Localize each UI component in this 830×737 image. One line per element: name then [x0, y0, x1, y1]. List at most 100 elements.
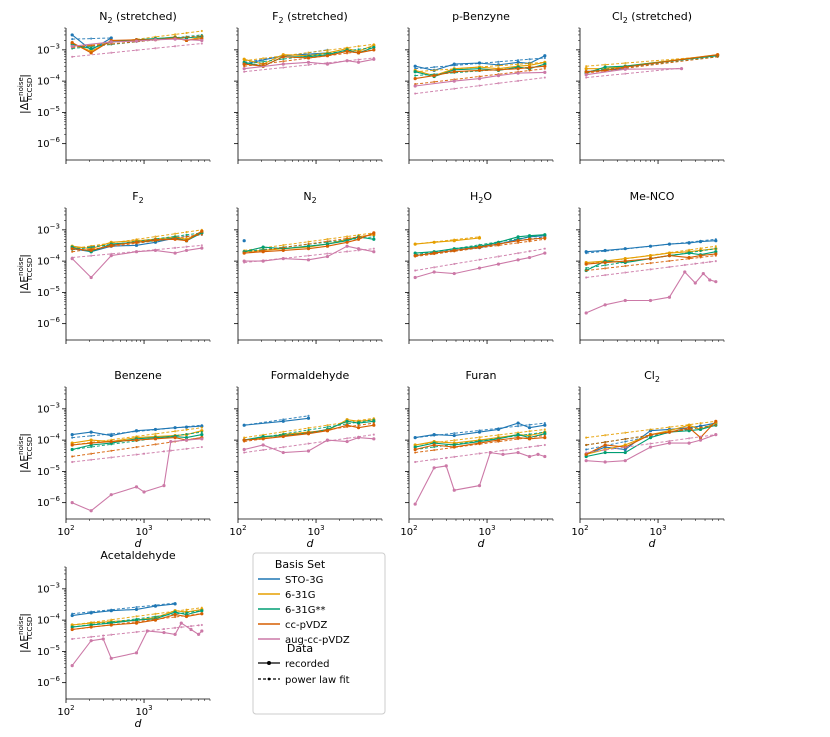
series-6-31g- — [413, 233, 547, 256]
recorded-point — [261, 259, 265, 263]
fit-point — [604, 273, 607, 277]
recorded-point — [325, 438, 330, 442]
fit-point — [71, 455, 74, 458]
recorded-point — [173, 436, 177, 440]
recorded-point — [200, 246, 204, 250]
fit-point — [326, 238, 329, 241]
recorded-point — [169, 439, 173, 444]
fit-point — [154, 47, 157, 50]
panel: Cl2 (stretched) — [576, 10, 725, 164]
fit-point — [453, 455, 456, 458]
recorded-point — [623, 247, 627, 251]
recorded-point — [477, 68, 482, 73]
fit-point — [346, 250, 349, 253]
y-tick-label: 10−6 — [37, 495, 61, 509]
recorded-point — [134, 607, 139, 612]
fit-point — [135, 630, 138, 634]
fit-point — [135, 615, 138, 618]
fit-point — [154, 615, 157, 618]
fit-point — [200, 623, 203, 627]
recorded-point — [153, 238, 158, 242]
recorded-point — [242, 259, 246, 263]
fit-point — [142, 452, 146, 455]
fit-point — [307, 240, 310, 243]
panel-title: F2 — [132, 190, 143, 205]
fit-point — [262, 57, 265, 60]
recorded-point — [527, 426, 532, 430]
recorded-point — [173, 237, 177, 241]
recorded-point — [413, 64, 417, 68]
recorded-point — [89, 275, 93, 280]
recorded-point — [452, 433, 456, 438]
fit-point — [433, 266, 436, 269]
fit-point — [71, 55, 74, 58]
recorded-point — [70, 625, 74, 629]
series-sto-3g — [70, 424, 204, 439]
recorded-point — [501, 452, 505, 456]
recorded-point — [200, 609, 204, 613]
recorded-point — [648, 445, 653, 449]
fit-point — [543, 443, 546, 447]
recorded-point — [89, 639, 93, 643]
fit-point — [135, 453, 138, 456]
recorded-point — [667, 430, 672, 434]
fit-point — [624, 446, 627, 449]
y-axis-label: |ΔEnoiseTCCSD| — [17, 74, 34, 114]
recorded-line — [586, 422, 716, 455]
x-tick-label: 102 — [400, 524, 417, 538]
fit-point — [585, 76, 588, 79]
recorded-point — [70, 41, 74, 45]
series-aug-cc-pvdz — [242, 433, 376, 455]
fit-point — [154, 443, 157, 446]
recorded-point — [109, 609, 113, 613]
fit-point — [699, 426, 702, 429]
recorded-point — [413, 436, 417, 440]
fit-point — [71, 460, 74, 464]
recorded-point — [184, 438, 189, 442]
fit-point — [528, 433, 531, 436]
recorded-point — [584, 452, 588, 456]
fit-point — [90, 254, 93, 257]
fit-point — [200, 34, 203, 37]
recorded-point — [543, 436, 547, 440]
recorded-point — [413, 445, 417, 449]
recorded-point — [687, 241, 691, 245]
fit-point — [699, 435, 702, 438]
recorded-point — [281, 62, 285, 66]
x-tick-label: 103 — [478, 524, 495, 538]
recorded-point — [452, 70, 456, 74]
series-sto-3g — [242, 414, 311, 427]
y-tick-label: 10−4 — [37, 254, 61, 268]
recorded-point — [134, 485, 139, 489]
recorded-point — [372, 423, 376, 427]
y-tick-label: 10−5 — [37, 285, 60, 299]
fit-point — [243, 70, 246, 73]
fit-point — [543, 76, 546, 79]
recorded-point — [667, 441, 672, 445]
recorded-point — [89, 46, 93, 51]
fit-point — [154, 612, 157, 615]
recorded-point — [89, 611, 93, 615]
legend-title-basis: Basis Set — [275, 558, 326, 571]
fit-point — [200, 233, 203, 236]
recorded-line — [244, 437, 374, 454]
y-tick-label: 10−6 — [37, 136, 61, 150]
recorded-point — [667, 295, 672, 299]
legend-label: 6-31G** — [285, 605, 325, 616]
recorded-point — [584, 73, 588, 77]
recorded-point — [89, 509, 93, 513]
recorded-point — [200, 229, 204, 233]
panel-title: p-Benzyne — [452, 10, 510, 23]
recorded-point — [89, 430, 93, 434]
recorded-point — [543, 251, 547, 255]
y-tick-label: 10−3 — [37, 581, 60, 595]
recorded-point — [261, 250, 265, 254]
recorded-point — [325, 254, 330, 259]
fit-point — [185, 608, 188, 611]
recorded-point — [413, 70, 417, 74]
recorded-line — [586, 434, 716, 463]
fit-point — [414, 451, 417, 454]
recorded-point — [134, 618, 139, 622]
recorded-point — [372, 237, 376, 241]
